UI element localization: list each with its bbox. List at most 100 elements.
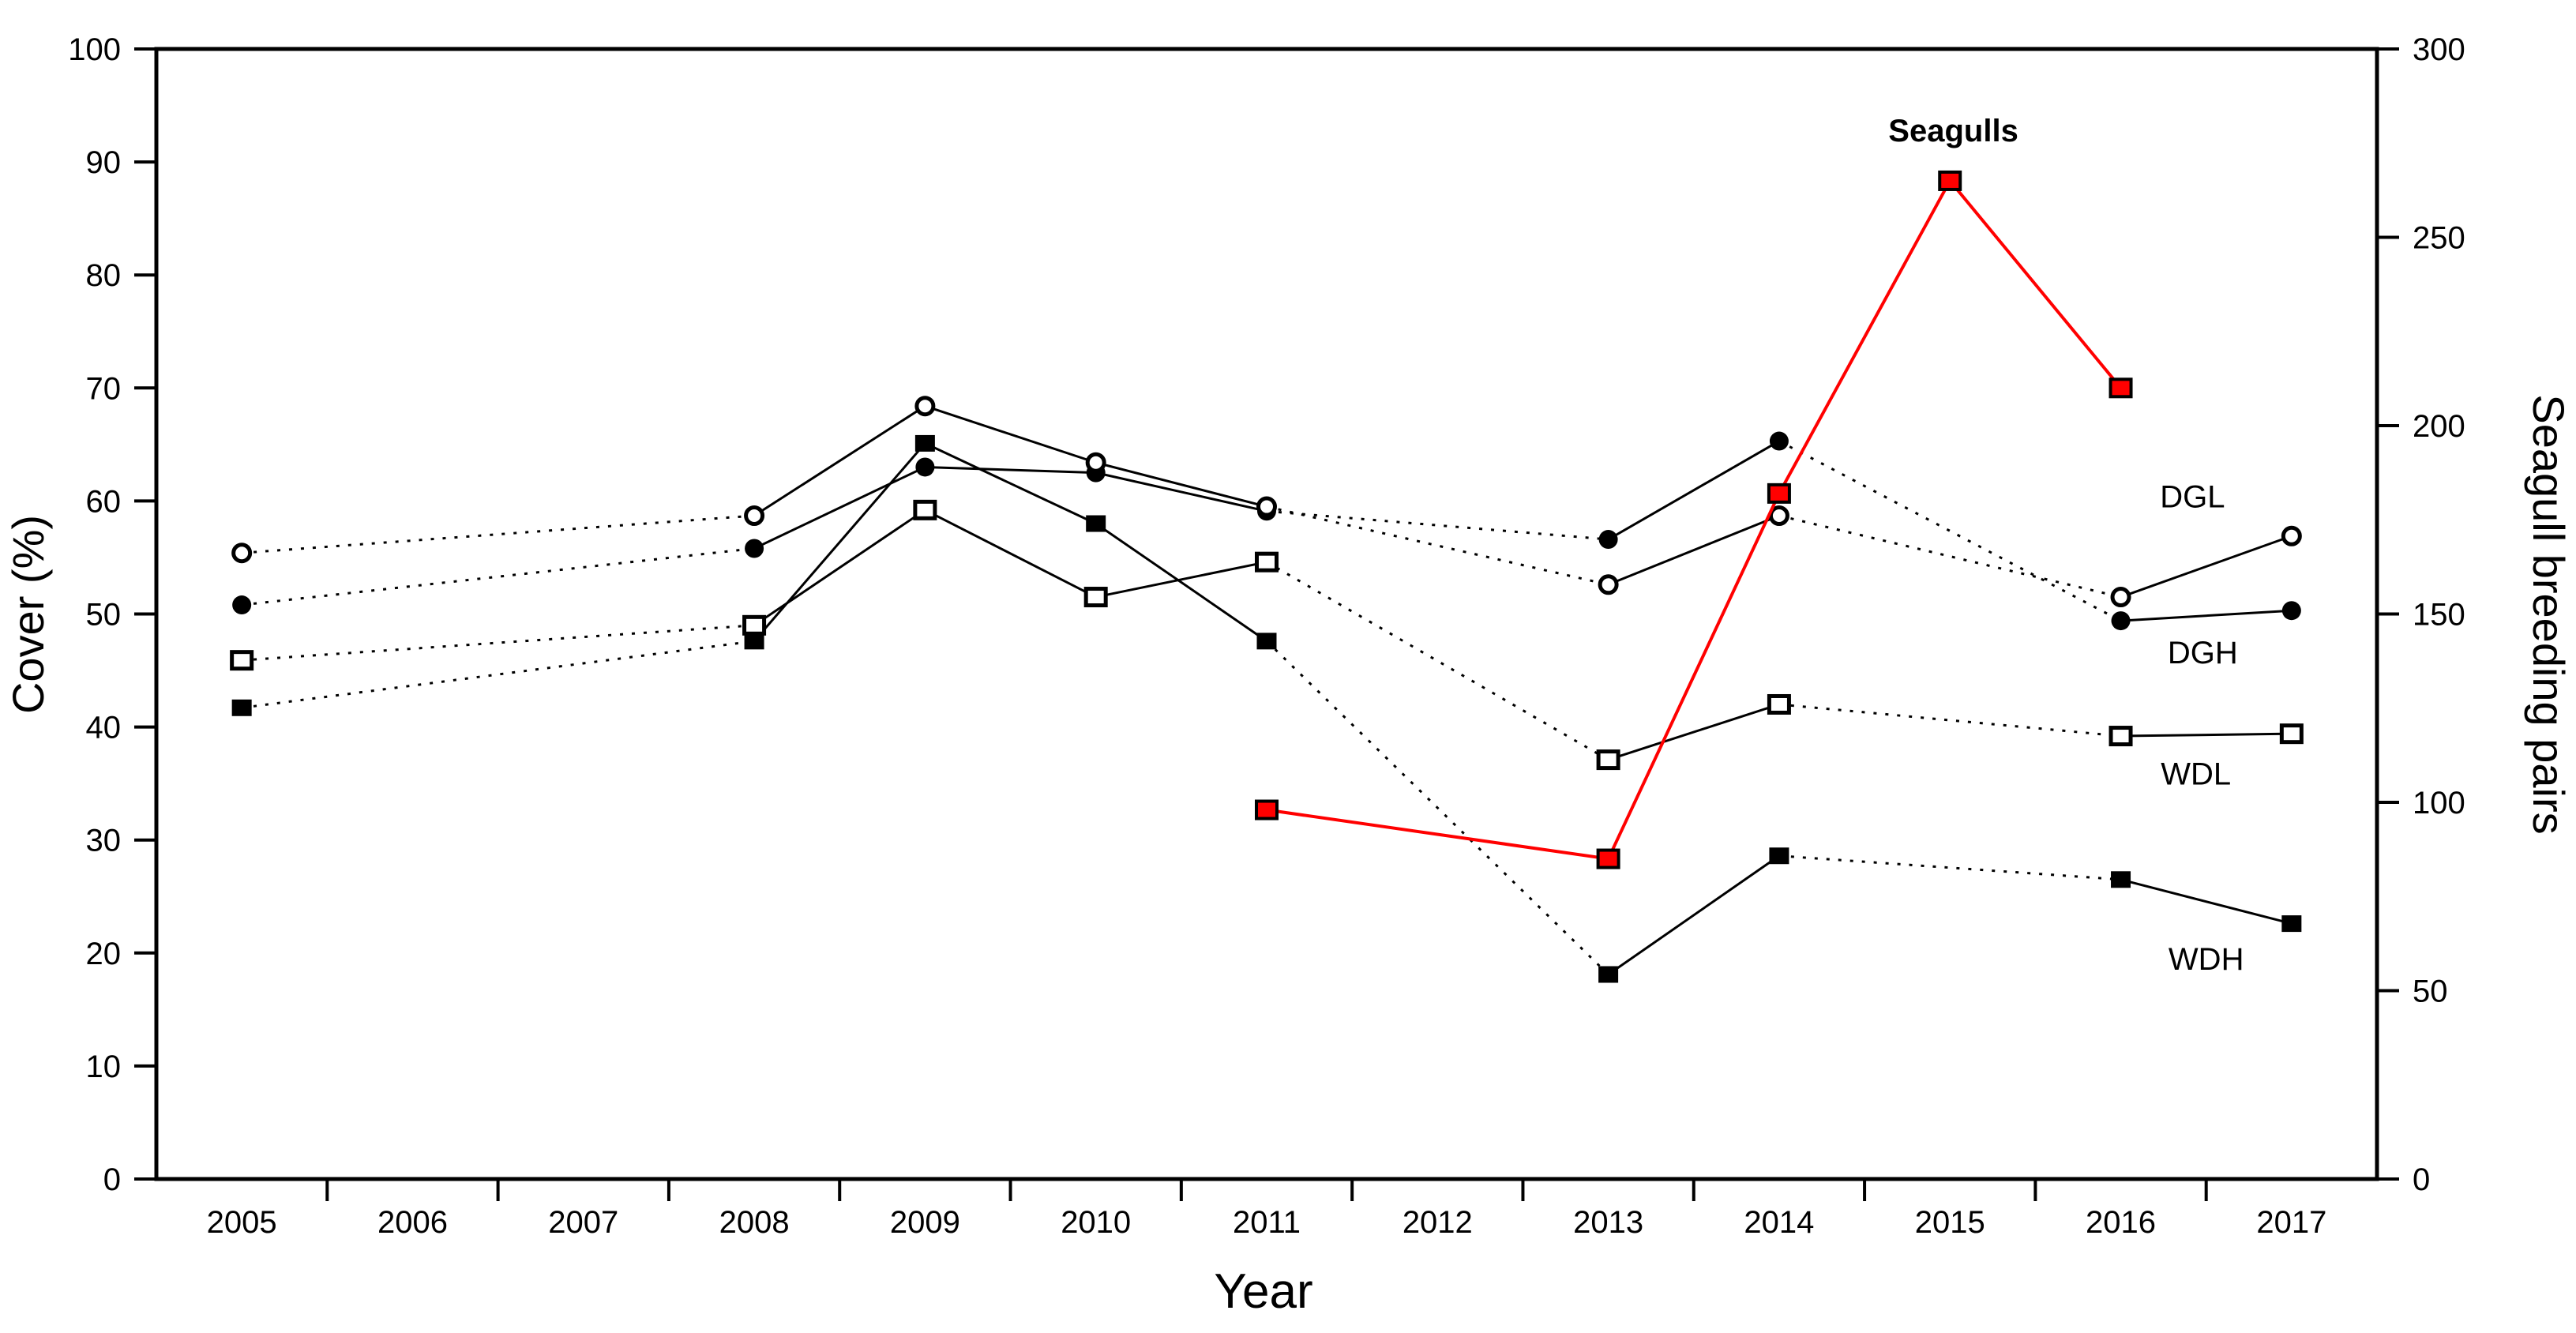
series-WDL-segment bbox=[1095, 561, 1267, 599]
series-annotations-group: Seagulls DGL DGH WDL WDH bbox=[1888, 114, 2244, 977]
series-DGL-marker bbox=[1256, 496, 1277, 517]
y-right-tick-label: 300 bbox=[2413, 32, 2465, 67]
series-DGL-marker bbox=[1598, 574, 1619, 595]
series-Seagulls-marker bbox=[1596, 848, 1620, 869]
axis-ticks-group bbox=[134, 47, 2399, 1201]
series-DGL-segment bbox=[1608, 514, 1780, 586]
series-Seagulls-marker bbox=[2108, 377, 2133, 399]
y-left-tick-label: 30 bbox=[86, 824, 122, 858]
series-DGH bbox=[232, 431, 2301, 631]
series-WDL-marker bbox=[1083, 587, 1108, 608]
x-axis-year-label: 2006 bbox=[377, 1205, 448, 1240]
series-WDL bbox=[230, 499, 2304, 771]
series-DGL bbox=[231, 396, 2302, 608]
series-WDL-marker bbox=[913, 499, 937, 520]
series-WDH-marker bbox=[2281, 915, 2302, 933]
series-WDL-marker bbox=[1596, 749, 1620, 771]
axis-tick-labels-group: 0 10 20 30 40 50 60 70 80 90 100 0 50 100 150 200 250 300… bbox=[68, 32, 2465, 1240]
series-WDL-segment bbox=[1608, 703, 1780, 761]
series-WDL-marker bbox=[1255, 551, 1279, 573]
series-WDH-marker bbox=[1256, 633, 1277, 650]
series-label-dgh: DGH bbox=[2168, 636, 2238, 670]
series-WDL-segment bbox=[1778, 703, 2121, 738]
series-WDH-marker bbox=[1769, 847, 1789, 865]
series-DGL-segment bbox=[753, 404, 926, 517]
x-axis-year-label: 2016 bbox=[2086, 1205, 2156, 1240]
series-Seagulls-segment bbox=[1948, 179, 2123, 389]
y-left-tick-label: 60 bbox=[86, 484, 122, 519]
series-label-wdl: WDL bbox=[2161, 757, 2231, 791]
y-left-tick-label: 70 bbox=[86, 371, 122, 406]
series-DGL-segment bbox=[1266, 505, 1609, 586]
series-label-seagulls: Seagulls bbox=[1888, 114, 2018, 148]
x-axis-title: Year bbox=[1214, 1264, 1312, 1319]
series-DGH-segment bbox=[2120, 609, 2292, 622]
series-DGH-segment bbox=[241, 547, 755, 606]
series-DGL-segment bbox=[924, 404, 1097, 464]
y-left-tick-label: 10 bbox=[86, 1050, 122, 1084]
series-DGL-segment bbox=[1095, 461, 1267, 509]
x-axis-year-label: 2009 bbox=[890, 1205, 960, 1240]
y-left-tick-label: 20 bbox=[86, 937, 122, 971]
series-WDL-marker bbox=[742, 614, 767, 636]
series-DGH-segment bbox=[1266, 509, 1609, 541]
series-WDL-segment bbox=[2120, 732, 2292, 738]
data-series-group bbox=[230, 170, 2304, 983]
series-DGL-segment bbox=[1778, 514, 2121, 599]
series-Seagulls-marker bbox=[1255, 799, 1279, 820]
series-DGH-marker bbox=[2281, 601, 2301, 621]
series-DGH-segment bbox=[1095, 471, 1267, 513]
series-WDL-marker bbox=[230, 650, 254, 671]
series-label-dgl: DGL bbox=[2160, 480, 2225, 515]
x-axis-year-label: 2008 bbox=[719, 1205, 790, 1240]
series-DGH-segment bbox=[753, 466, 926, 550]
y-left-tick-label: 90 bbox=[86, 145, 122, 180]
series-Seagulls-marker bbox=[1938, 170, 1962, 191]
series-label-wdh: WDH bbox=[2169, 942, 2244, 977]
series-Seagulls-segment bbox=[1606, 493, 1781, 860]
y-right-tick-label: 0 bbox=[2413, 1162, 2430, 1197]
x-axis-year-label: 2011 bbox=[1233, 1205, 1301, 1240]
series-WDL-marker bbox=[2279, 723, 2304, 745]
series-Seagulls-segment bbox=[1266, 808, 1609, 861]
series-WDL-marker bbox=[2108, 726, 2133, 747]
x-axis-year-label: 2010 bbox=[1061, 1205, 1131, 1240]
y-right-tick-label: 50 bbox=[2413, 974, 2448, 1009]
series-DGH-segment bbox=[1778, 440, 2122, 622]
series-DGL-marker bbox=[1085, 452, 1106, 473]
series-Seagulls-marker bbox=[1767, 483, 1791, 504]
left-axis-title: Cover (%) bbox=[3, 515, 53, 714]
y-left-tick-label: 100 bbox=[68, 32, 121, 67]
series-WDL-segment bbox=[753, 509, 926, 627]
y-right-tick-label: 150 bbox=[2413, 598, 2465, 633]
series-Seagulls-segment bbox=[1778, 179, 1951, 494]
series-WDH-marker bbox=[744, 633, 764, 650]
y-right-tick-label: 200 bbox=[2413, 409, 2465, 444]
plot-frame-group bbox=[154, 47, 2379, 1181]
x-axis-year-label: 2014 bbox=[1744, 1205, 1814, 1240]
series-DGL-marker bbox=[231, 543, 253, 564]
series-WDH-segment bbox=[241, 640, 755, 709]
x-axis-year-label: 2005 bbox=[207, 1205, 277, 1240]
series-WDH-segment bbox=[1778, 854, 2121, 881]
series-DGH-segment bbox=[1607, 440, 1780, 541]
series-WDL-segment bbox=[1266, 561, 1609, 761]
x-axis-year-label: 2007 bbox=[548, 1205, 618, 1240]
series-WDH-marker bbox=[1086, 515, 1106, 532]
series-WDL-segment bbox=[242, 624, 755, 662]
y-left-tick-label: 40 bbox=[86, 711, 122, 745]
right-axis-title: Seagull breeding pairs bbox=[2524, 394, 2574, 834]
series-WDH-segment bbox=[2120, 878, 2292, 926]
series-WDH-segment bbox=[1265, 640, 1609, 976]
series-DGL-segment bbox=[242, 514, 755, 554]
series-DGL-marker bbox=[744, 505, 765, 527]
series-WDH-marker bbox=[2111, 871, 2131, 888]
plot-frame bbox=[154, 47, 2379, 1181]
series-DGL-marker bbox=[2281, 525, 2302, 546]
y-left-tick-label: 0 bbox=[103, 1162, 121, 1197]
x-axis-year-label: 2013 bbox=[1573, 1205, 1643, 1240]
series-WDH-segment bbox=[1095, 522, 1267, 643]
series-WDH-marker bbox=[914, 434, 935, 452]
series-DGH-segment bbox=[925, 465, 1096, 475]
